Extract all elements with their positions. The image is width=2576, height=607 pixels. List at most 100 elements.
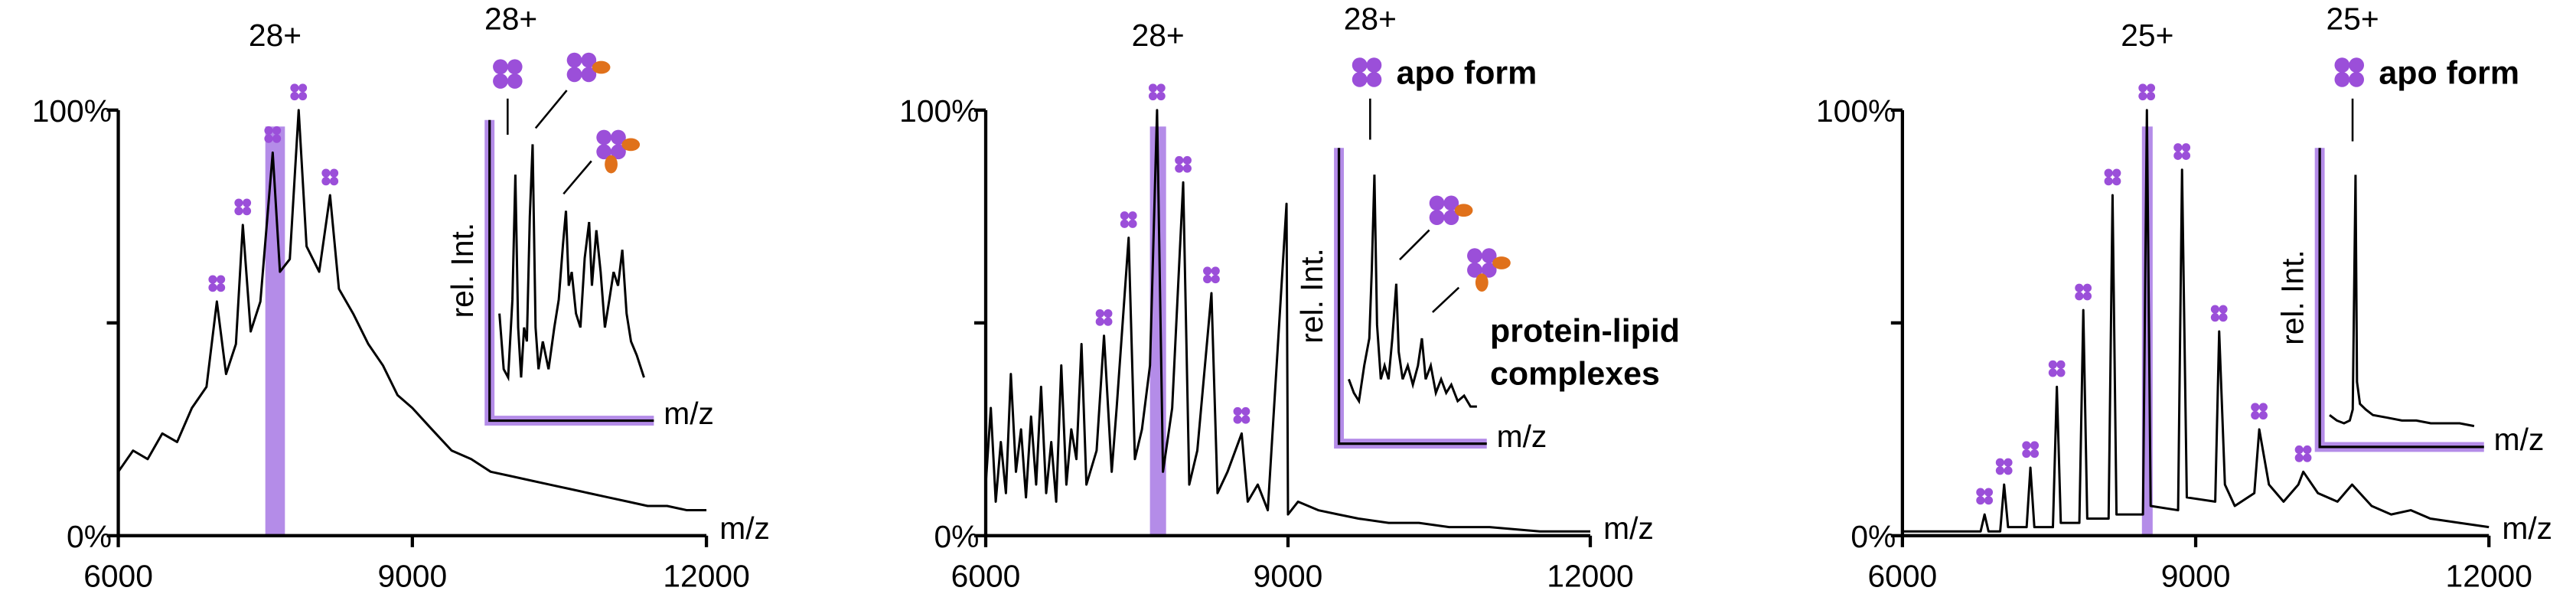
subunit [321, 168, 331, 178]
leader-line [562, 160, 592, 195]
oligomer-icon [1995, 458, 2013, 475]
inset-spectrum [2329, 175, 2475, 428]
charge-label: 28+ [1132, 18, 1185, 53]
oligomer-icon [2075, 283, 2092, 301]
subunit [1984, 488, 1994, 497]
subunit [298, 91, 308, 101]
subunit [298, 83, 308, 93]
subunit [1128, 211, 1137, 220]
lipid [1475, 273, 1489, 292]
subunit [1443, 195, 1459, 211]
oligomer-icon [2173, 143, 2191, 160]
subunit [2146, 91, 2156, 101]
subunit [1481, 248, 1497, 263]
inset-spectrum [498, 144, 645, 382]
subunit [1156, 91, 1166, 101]
subunit [1467, 248, 1482, 263]
subunit [2219, 305, 2228, 314]
subunit [2022, 449, 2031, 459]
subunit [234, 207, 243, 216]
subunit [2146, 83, 2156, 93]
subunit [2303, 445, 2312, 455]
subunit [2022, 441, 2031, 450]
subunit [2303, 453, 2312, 462]
x-tick-label: 9000 [1254, 558, 1323, 593]
subunit [1175, 155, 1184, 165]
subunit [2004, 458, 2013, 467]
x-tick-label: 6000 [1868, 558, 1938, 593]
oligomer-icon [1467, 248, 1511, 292]
subunit [2138, 83, 2147, 93]
oligomer-icon [1095, 309, 1113, 326]
subunit [1429, 195, 1445, 211]
inset-axis-frame [2314, 148, 2484, 452]
subunit [1182, 155, 1192, 165]
subunit [2104, 168, 2113, 178]
subunit [1211, 275, 1220, 284]
subunit [507, 59, 523, 75]
subunit [2258, 403, 2268, 412]
charge-label: 25+ [2121, 18, 2173, 53]
oligomer-icon [264, 126, 282, 143]
leader-line [1399, 229, 1430, 261]
subunit [1429, 210, 1445, 226]
subunit [2173, 143, 2183, 152]
subunit [208, 283, 217, 292]
x-tick-label: 12000 [2446, 558, 2532, 593]
subunit [290, 91, 299, 101]
subunit [1203, 275, 1212, 284]
oligomer-icon [1352, 57, 1382, 87]
subunit [242, 207, 252, 216]
y-tick-label: 100% [899, 93, 979, 129]
subunit [2082, 292, 2092, 301]
subunit [1976, 496, 1985, 505]
subunit [1352, 57, 1368, 73]
apo-label: apo form [2379, 54, 2519, 91]
oligomer-icon [321, 168, 339, 186]
subunit [1241, 406, 1251, 416]
x-tick-label: 6000 [951, 558, 1021, 593]
subunit [217, 283, 226, 292]
subunit [1120, 219, 1129, 228]
subunit [1481, 262, 1497, 278]
oligomer-icon [493, 59, 523, 89]
oligomer-icon [1203, 266, 1220, 284]
subunit [2138, 91, 2147, 101]
subunit [507, 73, 523, 89]
subunit [2075, 283, 2084, 292]
subunit [1156, 83, 1166, 93]
x-axis-label: m/z [719, 511, 770, 546]
inset-charge-label: 28+ [484, 2, 537, 37]
subunit [1175, 164, 1184, 173]
subunit [1366, 57, 1382, 73]
inset-axis-frame [1334, 148, 1487, 449]
subunit [234, 198, 243, 207]
x-tick-label: 9000 [2161, 558, 2231, 593]
lipid [1454, 204, 1473, 217]
oligomer-icon [1976, 488, 1994, 505]
subunit [2219, 313, 2228, 322]
oligomer-icon [2334, 57, 2365, 87]
subunit [2004, 466, 2013, 475]
y-tick-label: 0% [934, 519, 980, 554]
x-tick-label: 12000 [663, 558, 749, 593]
inset-y-label: rel. Int. [2275, 250, 2310, 345]
subunit [2210, 313, 2219, 322]
subunit [242, 198, 252, 207]
complex-label: complexes [1490, 355, 1660, 392]
subunit [2075, 292, 2084, 301]
subunit [217, 275, 226, 284]
subunit [2349, 57, 2365, 73]
spectrum [1902, 109, 2490, 533]
spectrum [984, 109, 1590, 533]
subunit [1203, 266, 1212, 276]
subunit [2251, 410, 2260, 420]
subunit [611, 144, 626, 160]
subunit [2048, 368, 2057, 377]
subunit [329, 168, 339, 178]
subunit [1984, 496, 1994, 505]
subunit [264, 126, 273, 135]
x-tick-label: 9000 [377, 558, 447, 593]
subunit [321, 177, 331, 186]
